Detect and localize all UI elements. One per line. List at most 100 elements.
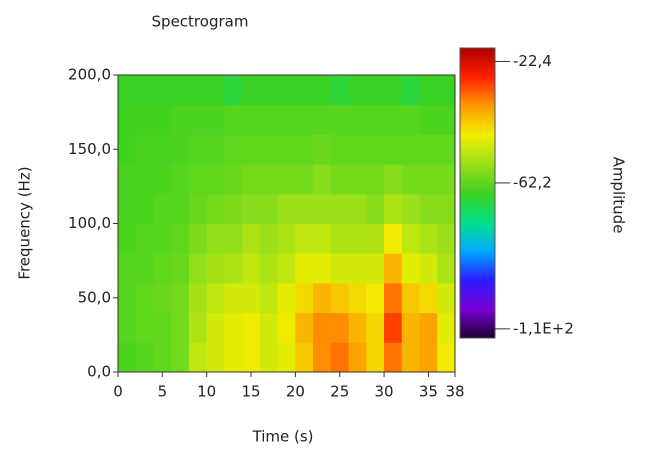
- x-tick-label: 38: [445, 383, 464, 401]
- y-tick-label: 0,0: [87, 363, 111, 381]
- x-axis-label: Time (s): [252, 428, 314, 446]
- heatmap-cell: [295, 104, 314, 135]
- heatmap-cell: [401, 253, 421, 284]
- heatmap-cell: [153, 75, 172, 106]
- heatmap-cell: [206, 164, 225, 195]
- heatmap-cell: [295, 282, 314, 314]
- y-tick-label: 50,0: [78, 288, 111, 306]
- heatmap-cell: [366, 312, 385, 343]
- heatmap-cell: [206, 282, 225, 314]
- heatmap-cell: [153, 104, 172, 135]
- heatmap-cell: [153, 253, 172, 284]
- heatmap-cell: [242, 75, 261, 106]
- heatmap-cell: [153, 312, 172, 343]
- heatmap-cell: [118, 223, 137, 254]
- heatmap-cell: [153, 342, 172, 373]
- heatmap-cell: [224, 282, 243, 314]
- heatmap-cell: [384, 164, 403, 195]
- heatmap-cell: [206, 134, 225, 165]
- y-tick-label: 150,0: [68, 140, 111, 158]
- heatmap-cell: [366, 282, 385, 314]
- heatmap-cell: [171, 253, 190, 284]
- heatmap-cell: [153, 193, 172, 224]
- heatmap-cell: [135, 104, 154, 135]
- heatmap-cell: [188, 134, 208, 165]
- heatmap-cell: [419, 134, 438, 165]
- heatmap-cell: [259, 282, 279, 314]
- heatmap-cell: [419, 253, 438, 284]
- heatmap-cell: [259, 193, 279, 224]
- heatmap-cell: [384, 312, 403, 343]
- heatmap-cell: [188, 193, 208, 224]
- heatmap-cell: [437, 134, 456, 165]
- heatmap-cell: [259, 104, 279, 135]
- heatmap-cell: [401, 312, 421, 343]
- heatmap-cell: [171, 104, 190, 135]
- heatmap-cell: [401, 104, 421, 135]
- heatmap-cell: [277, 223, 296, 254]
- heatmap-cell: [242, 312, 261, 343]
- heatmap-cell: [171, 164, 190, 195]
- heatmap-cell: [206, 342, 225, 373]
- heatmap-cell: [171, 193, 190, 224]
- heatmap-cell: [295, 342, 314, 373]
- heatmap-cell: [295, 164, 314, 195]
- chart-title: Spectrogram: [152, 13, 249, 31]
- heatmap-cell: [259, 342, 279, 373]
- heatmap-cell: [188, 342, 208, 373]
- heatmap-cell: [242, 253, 261, 284]
- colorbar: [459, 47, 496, 339]
- heatmap-cell: [401, 75, 421, 106]
- heatmap-cell: [295, 223, 314, 254]
- heatmap-cell: [437, 223, 456, 254]
- heatmap-cell: [384, 193, 403, 224]
- heatmap-cell: [313, 104, 332, 135]
- heatmap-cell: [366, 193, 385, 224]
- heatmap-cell: [118, 342, 137, 373]
- heatmap-cell: [188, 312, 208, 343]
- heatmap-cell: [135, 75, 154, 106]
- heatmap-cell: [118, 282, 137, 314]
- heatmap-cell: [118, 134, 137, 165]
- heatmap-cell: [135, 282, 154, 314]
- heatmap-cell: [295, 253, 314, 284]
- heatmap-cell: [242, 282, 261, 314]
- heatmap-cell: [330, 282, 350, 314]
- heatmap-cell: [242, 104, 261, 135]
- heatmap-cell: [384, 282, 403, 314]
- heatmap-cell: [206, 312, 225, 343]
- heatmap-cell: [188, 104, 208, 135]
- x-tick-label: 25: [330, 383, 349, 401]
- heatmap-cell: [153, 164, 172, 195]
- heatmap-cell: [366, 164, 385, 195]
- x-tick-label: 30: [375, 383, 394, 401]
- heatmap-cell: [277, 193, 296, 224]
- heatmap-cell: [384, 253, 403, 284]
- heatmap-cell: [366, 134, 385, 165]
- heatmap-cell: [153, 282, 172, 314]
- heatmap-cell: [348, 312, 367, 343]
- heatmap-cell: [206, 193, 225, 224]
- heatmap-cell: [348, 75, 367, 106]
- heatmap-cell: [224, 312, 243, 343]
- heatmap-cell: [259, 134, 279, 165]
- colorbar-label: Amplitude: [610, 157, 628, 234]
- heatmap-cell: [366, 75, 385, 106]
- heatmap-cell: [384, 342, 403, 373]
- heatmap-cell: [313, 134, 332, 165]
- heatmap-cell: [384, 223, 403, 254]
- heatmap-cell: [277, 253, 296, 284]
- x-tick-label: 5: [158, 383, 168, 401]
- heatmap-cell: [366, 104, 385, 135]
- heatmap-cell: [313, 253, 332, 284]
- heatmap-cell: [242, 134, 261, 165]
- heatmap-cell: [437, 75, 456, 106]
- heatmap-cell: [259, 223, 279, 254]
- heatmap-cell: [206, 104, 225, 135]
- heatmap-cell: [419, 342, 438, 373]
- heatmap-cell: [118, 75, 137, 106]
- y-axis-label: Frequency (Hz): [16, 166, 34, 279]
- heatmap-cell: [135, 164, 154, 195]
- heatmap-cell: [313, 282, 332, 314]
- heatmap-cell: [188, 253, 208, 284]
